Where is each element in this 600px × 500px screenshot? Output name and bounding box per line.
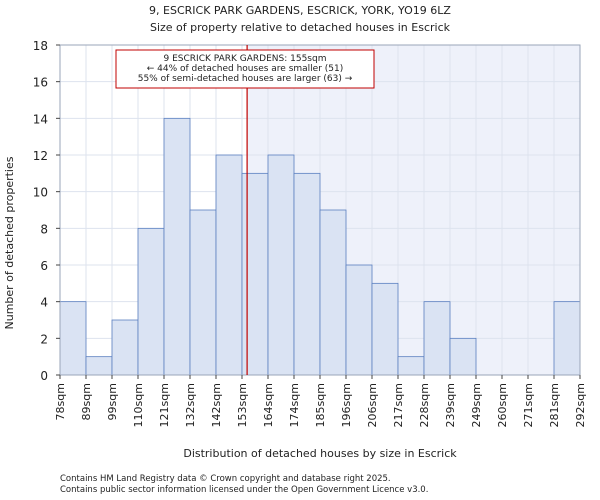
x-tick-label: 110sqm bbox=[132, 383, 145, 427]
y-tick-label: 2 bbox=[40, 332, 48, 346]
x-tick-label: 239sqm bbox=[444, 383, 457, 427]
footer-line-2: Contains public sector information licen… bbox=[60, 485, 428, 495]
bar-281sqm bbox=[553, 301, 581, 376]
x-tick-label: 281sqm bbox=[548, 383, 561, 427]
annotation-line-1: 9 ESCRICK PARK GARDENS: 155sqm bbox=[164, 54, 327, 64]
y-tick-label: 4 bbox=[40, 296, 48, 310]
x-axis: 78sqm 89sqm 99sqm 110sqm 121sqm 132sqm 142sqm 1… bbox=[54, 375, 587, 427]
x-tick-label: 89sqm bbox=[80, 383, 93, 420]
y-tick-label: 14 bbox=[33, 112, 48, 126]
x-tick-label: 164sqm bbox=[262, 383, 275, 427]
bar-174sqm bbox=[293, 172, 321, 376]
x-tick-label: 260sqm bbox=[496, 383, 509, 427]
x-axis-label: Distribution of detached houses by size … bbox=[183, 447, 457, 460]
x-tick-label: 292sqm bbox=[574, 383, 587, 427]
x-tick-label: 196sqm bbox=[340, 383, 353, 427]
x-tick-label: 153sqm bbox=[236, 383, 249, 427]
bar-185sqm bbox=[319, 209, 347, 376]
y-tick-label: 18 bbox=[33, 39, 48, 53]
annotation-line-3: 55% of semi-detached houses are larger (… bbox=[138, 74, 353, 84]
y-tick-label: 10 bbox=[33, 186, 48, 200]
x-tick-label: 142sqm bbox=[210, 383, 223, 427]
x-tick-label: 174sqm bbox=[288, 383, 301, 427]
bar-99sqm bbox=[111, 319, 139, 376]
y-axis-label: Number of detached properties bbox=[3, 156, 16, 329]
bar-228sqm bbox=[423, 301, 451, 376]
bar-110sqm bbox=[137, 227, 165, 376]
x-tick-label: 185sqm bbox=[314, 383, 327, 427]
bar-142sqm bbox=[215, 154, 243, 376]
bar-121sqm bbox=[163, 117, 191, 376]
bar-153sqm bbox=[241, 172, 269, 376]
bar-89sqm bbox=[85, 356, 113, 376]
bar-132sqm bbox=[189, 209, 217, 376]
x-tick-label: 206sqm bbox=[366, 383, 379, 427]
chart-subtitle: Size of property relative to detached ho… bbox=[150, 21, 451, 34]
chart-title: 9, ESCRICK PARK GARDENS, ESCRICK, YORK, … bbox=[149, 4, 451, 17]
annotation-line-2: ← 44% of detached houses are smaller (51… bbox=[147, 64, 344, 74]
x-tick-label: 217sqm bbox=[392, 383, 405, 427]
y-tick-label: 8 bbox=[40, 222, 48, 236]
bar-78sqm bbox=[59, 301, 87, 376]
annotation-box bbox=[115, 49, 375, 89]
y-tick-label: 0 bbox=[40, 369, 48, 383]
bar-164sqm bbox=[267, 154, 295, 376]
x-tick-label: 99sqm bbox=[106, 383, 119, 420]
x-tick-label: 121sqm bbox=[158, 383, 171, 427]
x-tick-label: 249sqm bbox=[470, 383, 483, 427]
x-tick-label: 78sqm bbox=[54, 383, 67, 420]
x-tick-label: 271sqm bbox=[522, 383, 535, 427]
x-tick-label: 132sqm bbox=[184, 383, 197, 427]
bar-196sqm bbox=[345, 264, 373, 376]
footer-line-1: Contains HM Land Registry data © Crown c… bbox=[60, 474, 391, 484]
y-tick-label: 6 bbox=[40, 259, 48, 273]
y-axis: 0 2 4 6 8 10 12 14 16 18 bbox=[33, 39, 60, 383]
x-tick-label: 228sqm bbox=[418, 383, 431, 427]
bar-217sqm bbox=[397, 356, 425, 376]
bar-206sqm bbox=[371, 282, 399, 376]
y-tick-label: 16 bbox=[33, 76, 48, 90]
bar-239sqm bbox=[449, 337, 477, 376]
y-tick-label: 12 bbox=[33, 149, 48, 163]
